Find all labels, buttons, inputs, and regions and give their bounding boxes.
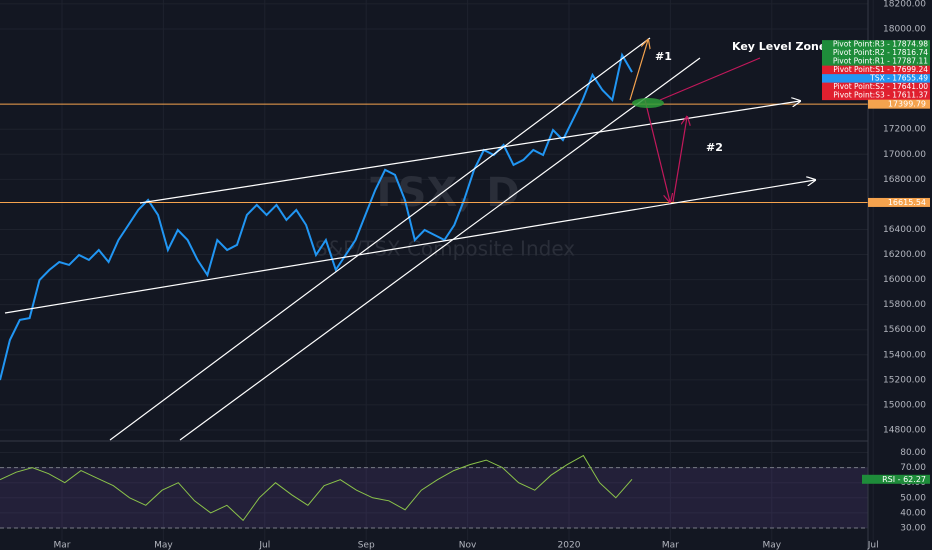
y-tick-label: 15800.00	[883, 300, 926, 310]
x-tick-label: May	[762, 541, 781, 550]
y-tick-label: 15600.00	[883, 325, 926, 335]
x-tick-label: Jul	[867, 541, 879, 550]
price-label-box	[822, 82, 930, 92]
rsi-label: RSI - 62.27	[882, 475, 926, 484]
y-tick-label: 70.00	[900, 463, 926, 473]
key-zone	[632, 98, 664, 108]
x-tick-label: Nov	[459, 541, 477, 550]
y-tick-label: 18200.00	[883, 0, 926, 9]
watermark-symbol: TSX, D	[370, 170, 519, 216]
trendline	[179, 57, 701, 441]
price-label: Pivot Point:S3 - 17611.37	[833, 91, 928, 100]
x-tick-label: Sep	[358, 541, 375, 550]
rsi-line	[0, 454, 633, 522]
level-label: 16615.54	[888, 198, 926, 207]
x-tick-label: Jul	[258, 541, 270, 550]
arrow	[644, 99, 670, 202]
rsi-band	[0, 467, 868, 528]
y-tick-label: 15200.00	[883, 375, 926, 385]
y-tick-label: 50.00	[900, 493, 926, 503]
x-tick-label: May	[154, 541, 173, 550]
price-label: Pivot Point:R2 - 17816.74	[833, 48, 928, 57]
price-label-box	[822, 57, 930, 67]
price-label: TSX - 17655.49	[869, 74, 928, 83]
y-tick-label: 30.00	[900, 523, 926, 533]
plot	[0, 52, 868, 522]
price-label-box	[822, 74, 930, 84]
y-tick-label: 18000.00	[883, 24, 926, 34]
trendline	[4, 180, 815, 314]
price-label: Pivot Point:R3 - 17874.98	[833, 40, 928, 49]
price-label: Pivot Point:S1 - 17699.24	[833, 65, 928, 74]
pointer	[659, 57, 761, 101]
y-tick-label: 16000.00	[883, 275, 926, 285]
x-tick-label: Mar	[662, 541, 679, 550]
trendline	[109, 37, 651, 441]
price-label-box	[822, 91, 930, 101]
grid	[0, 0, 874, 540]
price-label: Pivot Point:R1 - 17787.11	[833, 57, 928, 66]
drawings	[4, 37, 815, 441]
annotation: #1	[655, 50, 672, 63]
y-tick-label: 17000.00	[883, 150, 926, 160]
arrow	[629, 40, 648, 101]
price-label-box	[822, 48, 930, 58]
arrow	[672, 117, 687, 203]
level-label: 17399.79	[888, 100, 926, 109]
annotation: Key Level Zone	[732, 40, 826, 53]
price-label: Pivot Point:S2 - 17641.00	[833, 82, 928, 91]
price-label-box	[822, 40, 930, 50]
x-tick-label: Mar	[54, 541, 71, 550]
price-label-box	[822, 65, 930, 75]
y-tick-label: 16200.00	[883, 250, 926, 260]
annotation: #2	[706, 141, 723, 154]
y-tick-label: 15400.00	[883, 350, 926, 360]
level-label-box	[868, 99, 930, 109]
rsi-label-box	[862, 474, 930, 484]
x-tick-label: 2020	[558, 541, 581, 550]
y-tick-label: 16800.00	[883, 175, 926, 185]
y-tick-label: 17200.00	[883, 125, 926, 135]
y-tick-label: 14800.00	[883, 425, 926, 435]
y-tick-label: 40.00	[900, 508, 926, 518]
labels: 18200.00 18000.00 17200.00 17000.00 16800.00…	[54, 0, 930, 550]
level-label-box	[868, 197, 930, 207]
y-tick-label: 80.00	[900, 448, 926, 458]
price-line	[0, 52, 633, 381]
y-tick-label: 16400.00	[883, 225, 926, 235]
y-tick-label: 15000.00	[883, 400, 926, 410]
